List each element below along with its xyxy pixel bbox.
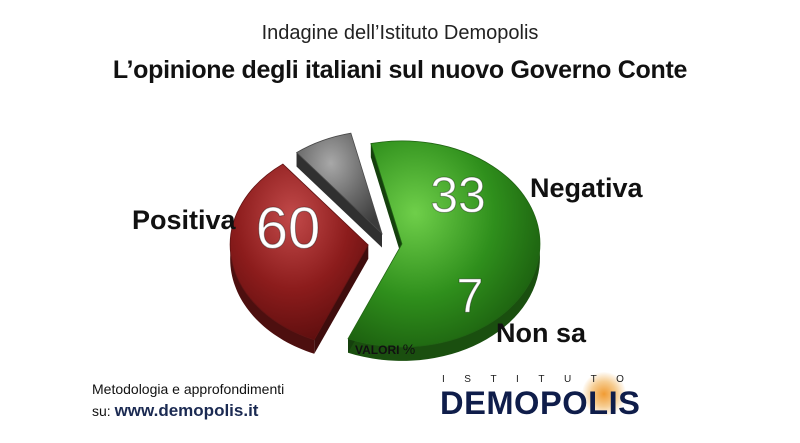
demopolis-logo: ISTITUTO DEMOPOLIS — [440, 372, 700, 422]
pie-slice-non-sa — [295, 132, 383, 235]
label-positiva: Positiva — [132, 205, 236, 235]
pie-value-label-positiva: 60 — [256, 196, 321, 261]
logo-glow-icon — [582, 372, 626, 416]
pie-slice-side-negativa — [230, 164, 315, 354]
pie-slice-negativa — [229, 163, 369, 341]
footer-url-link[interactable]: www.demopolis.it — [114, 401, 259, 420]
pie-slice-wall-non-sa-0 — [296, 152, 382, 248]
units-text: VALORI — [355, 343, 400, 357]
pie-slice-wall-positiva-0 — [370, 143, 402, 258]
footer-note: Metodologia e approfondimenti su: www.de… — [92, 378, 284, 422]
chart-subtitle: Indagine dell’Istituto Demopolis — [261, 22, 539, 44]
footer-note-line2: su: www.demopolis.it — [92, 400, 284, 422]
pie-slice-positiva — [347, 140, 541, 348]
pie-value-label-negativa: 33 — [430, 167, 486, 223]
label-non-sa: Non sa — [496, 318, 587, 348]
pie-slice-wall-negativa-0 — [314, 244, 369, 354]
chart-title: L’opinione degli italiani sul nuovo Gove… — [112, 56, 688, 84]
footer-note-prefix: su: — [92, 403, 111, 419]
units-symbol: % — [402, 341, 416, 357]
footer-note-line1: Metodologia e approfondimenti — [92, 381, 285, 397]
logo-top-text: ISTITUTO — [442, 374, 644, 385]
pie-value-label-non-sa: 7 — [457, 270, 484, 323]
units-label: VALORI % — [355, 341, 415, 357]
logo-main-text: DEMOPOLIS — [440, 385, 641, 421]
label-negativa: Negativa — [530, 173, 643, 203]
